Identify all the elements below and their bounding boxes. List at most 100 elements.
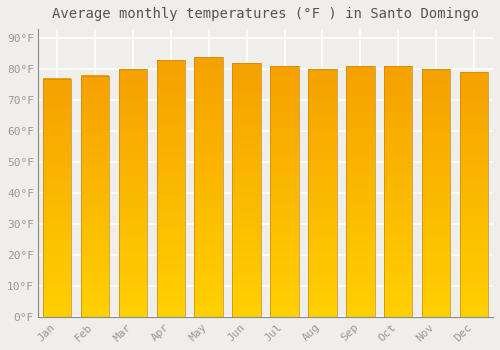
Bar [346, 191, 374, 195]
Bar [346, 232, 374, 236]
Bar [346, 273, 374, 276]
Bar [384, 151, 412, 154]
Bar [384, 72, 412, 76]
Bar [308, 177, 336, 181]
Bar [460, 176, 488, 180]
Bar [81, 76, 109, 317]
Bar [232, 142, 261, 146]
Bar [308, 147, 336, 150]
Bar [81, 90, 109, 94]
Bar [81, 88, 109, 91]
Bar [460, 72, 488, 76]
Bar [43, 219, 72, 222]
Bar [194, 83, 223, 86]
Bar [422, 255, 450, 259]
Bar [308, 215, 336, 218]
Bar [156, 153, 185, 156]
Bar [118, 128, 147, 131]
Bar [194, 197, 223, 200]
Bar [43, 108, 72, 112]
Bar [194, 135, 223, 138]
Bar [460, 88, 488, 91]
Bar [270, 239, 299, 242]
Bar [156, 272, 185, 276]
Bar [232, 161, 261, 165]
Bar [346, 185, 374, 189]
Bar [43, 177, 72, 180]
Bar [194, 164, 223, 168]
Bar [384, 292, 412, 295]
Bar [156, 214, 185, 218]
Bar [270, 267, 299, 271]
Bar [308, 258, 336, 262]
Bar [460, 78, 488, 82]
Bar [156, 201, 185, 205]
Bar [422, 144, 450, 147]
Bar [118, 144, 147, 147]
Bar [270, 151, 299, 154]
Bar [308, 156, 336, 159]
Bar [232, 295, 261, 299]
Bar [422, 271, 450, 274]
Bar [43, 162, 72, 165]
Bar [270, 110, 299, 113]
Bar [232, 251, 261, 254]
Bar [422, 128, 450, 131]
Bar [346, 304, 374, 308]
Bar [232, 241, 261, 244]
Bar [384, 163, 412, 167]
Bar [232, 76, 261, 79]
Bar [346, 254, 374, 258]
Bar [81, 293, 109, 296]
Bar [118, 252, 147, 256]
Bar [308, 227, 336, 231]
Bar [422, 69, 450, 317]
Bar [384, 298, 412, 302]
Bar [81, 84, 109, 88]
Bar [308, 308, 336, 311]
Bar [346, 217, 374, 220]
Bar [460, 127, 488, 131]
Bar [43, 252, 72, 255]
Bar [460, 271, 488, 275]
Bar [346, 160, 374, 163]
Bar [194, 203, 223, 207]
Bar [232, 91, 261, 95]
Bar [118, 193, 147, 197]
Bar [270, 167, 299, 170]
Bar [422, 168, 450, 172]
Bar [118, 258, 147, 262]
Bar [118, 212, 147, 215]
Bar [194, 73, 223, 77]
Bar [43, 165, 72, 168]
Bar [194, 105, 223, 109]
Bar [156, 111, 185, 115]
Bar [156, 304, 185, 308]
Bar [346, 113, 374, 117]
Bar [270, 88, 299, 91]
Bar [308, 218, 336, 221]
Bar [43, 159, 72, 162]
Bar [194, 177, 223, 181]
Bar [308, 212, 336, 215]
Bar [118, 267, 147, 271]
Bar [43, 99, 72, 103]
Bar [270, 304, 299, 308]
Bar [156, 208, 185, 211]
Bar [232, 206, 261, 209]
Bar [118, 116, 147, 119]
Bar [308, 289, 336, 293]
Bar [232, 149, 261, 152]
Bar [422, 230, 450, 234]
Bar [194, 115, 223, 119]
Bar [118, 289, 147, 293]
Bar [81, 133, 109, 136]
Bar [460, 299, 488, 302]
Bar [118, 205, 147, 209]
Bar [384, 314, 412, 317]
Bar [118, 119, 147, 122]
Bar [460, 277, 488, 281]
Bar [270, 138, 299, 142]
Bar [156, 98, 185, 102]
Bar [346, 132, 374, 135]
